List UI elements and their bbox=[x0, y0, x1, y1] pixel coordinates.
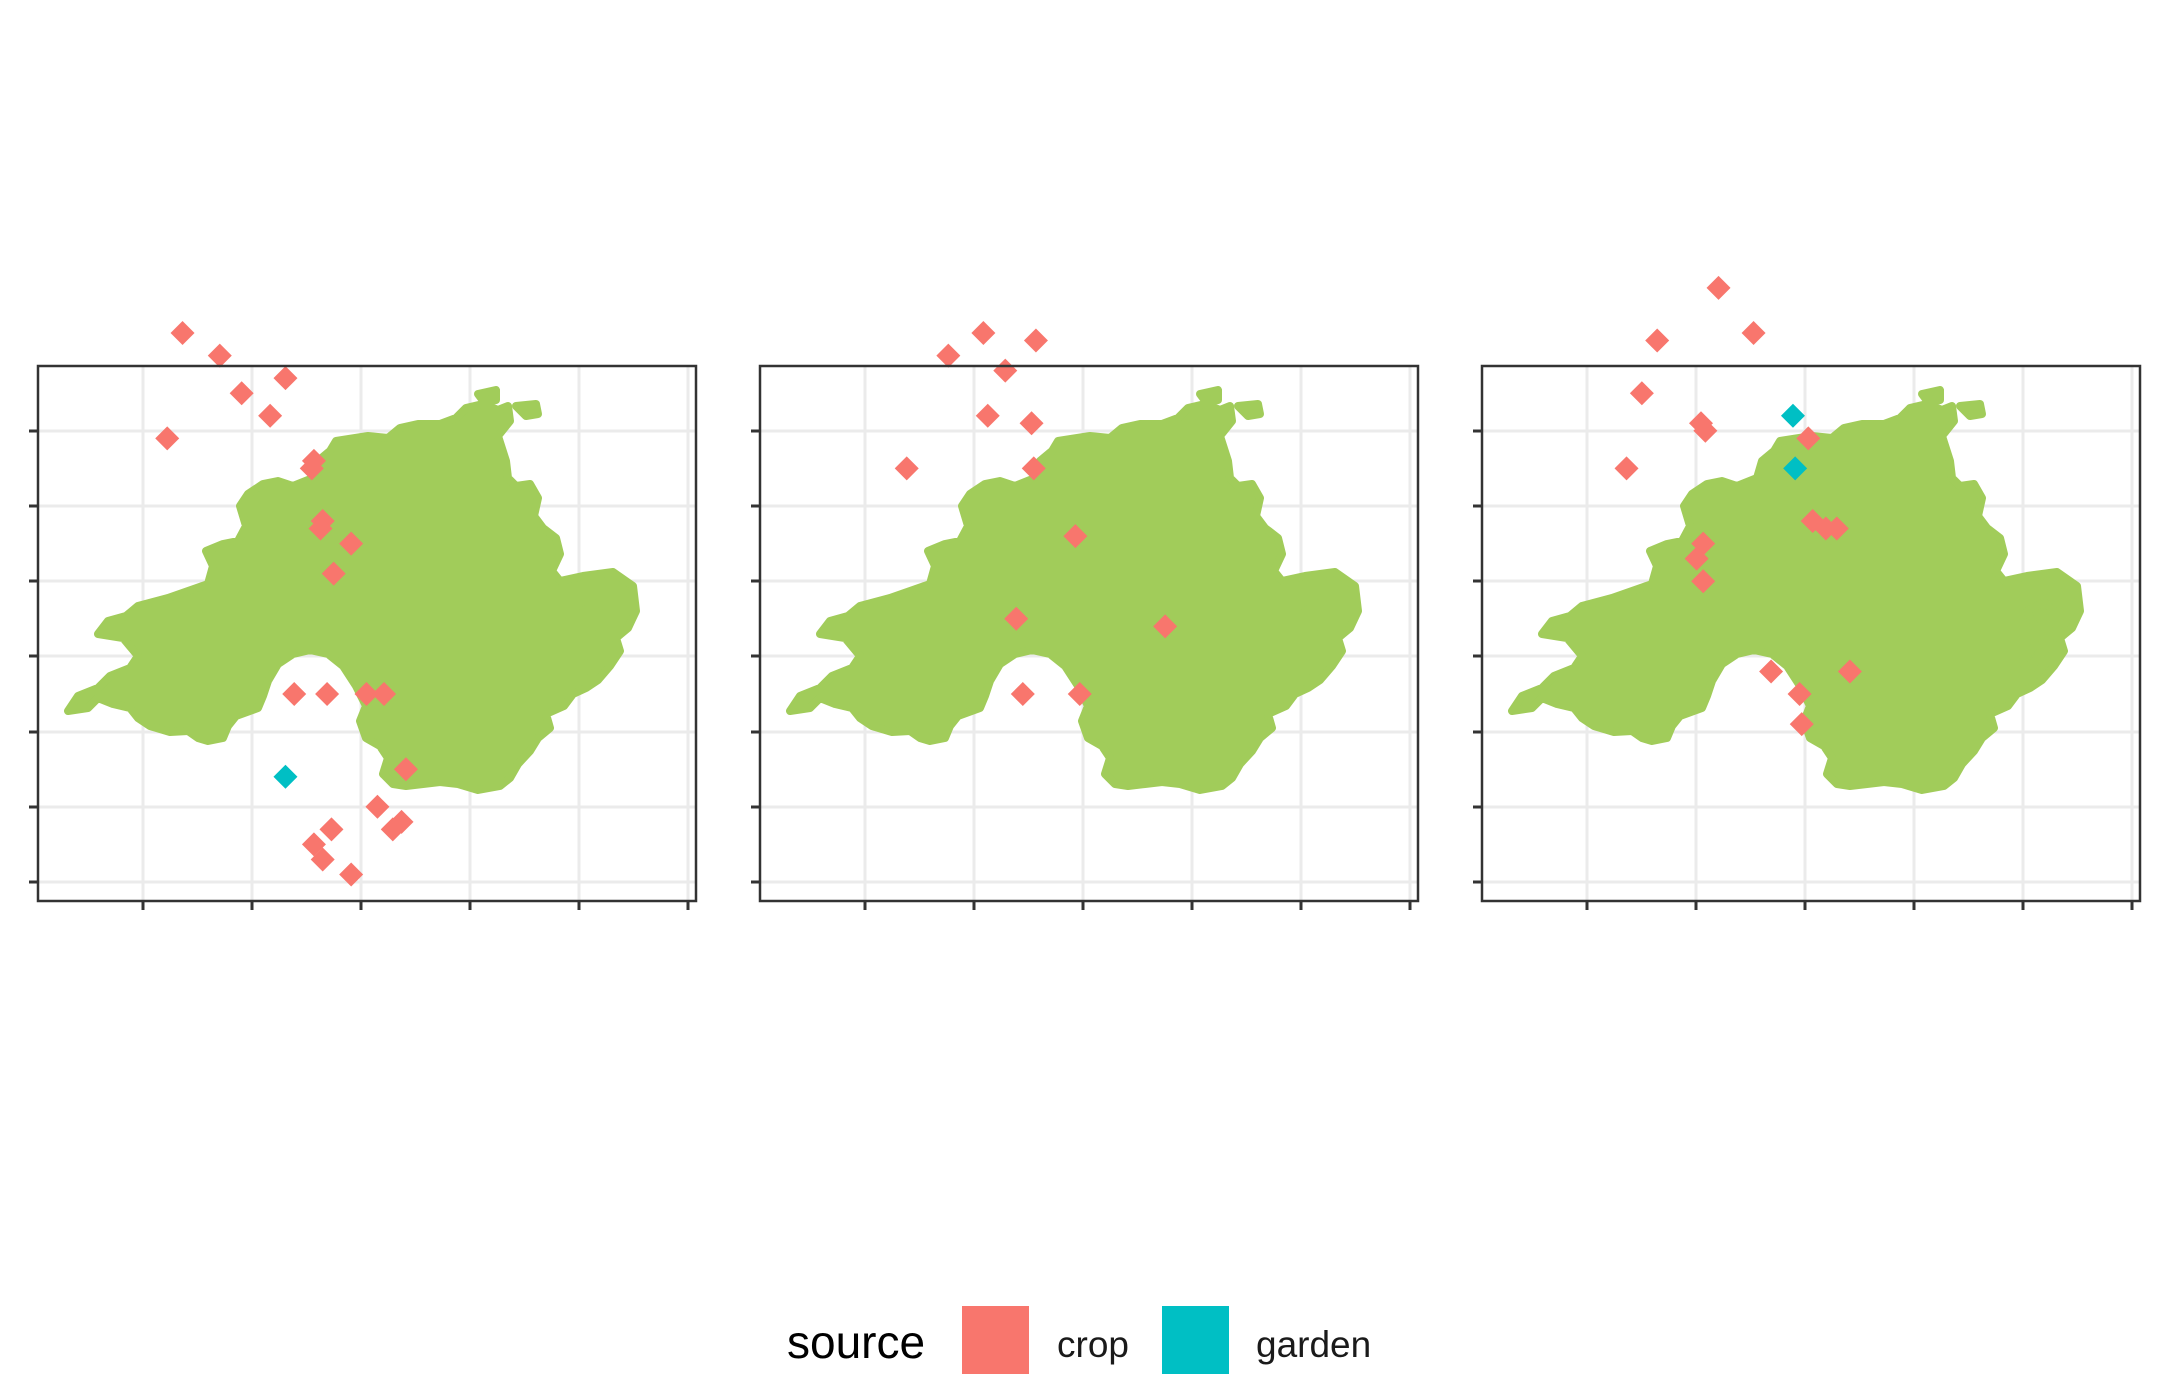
data-point-crop bbox=[975, 403, 1000, 428]
data-point-crop bbox=[1010, 682, 1035, 706]
data-point-crop bbox=[308, 516, 333, 541]
panel-axis-ticks bbox=[29, 429, 690, 910]
data-point-crop bbox=[393, 757, 418, 782]
data-point-crop bbox=[971, 321, 996, 346]
data-point-crop bbox=[372, 682, 397, 706]
data-point-crop bbox=[155, 426, 180, 451]
data-point-garden bbox=[1780, 403, 1805, 428]
data-point-crop bbox=[365, 794, 390, 819]
data-point-crop bbox=[1789, 712, 1814, 737]
legend-label-crop: crop bbox=[1057, 1324, 1129, 1365]
data-point-crop bbox=[936, 343, 961, 368]
data-point-crop bbox=[1706, 275, 1731, 300]
data-point-garden bbox=[1783, 456, 1808, 481]
data-point-crop bbox=[258, 403, 283, 428]
data-point-crop bbox=[1645, 328, 1670, 353]
data-point-crop bbox=[1824, 516, 1849, 541]
data-point-crop bbox=[1691, 569, 1716, 594]
data-point-crop bbox=[1691, 531, 1716, 556]
data-point-crop bbox=[894, 456, 919, 481]
map-panels bbox=[29, 275, 2142, 910]
data-point-crop bbox=[1741, 321, 1766, 346]
data-point-crop bbox=[315, 682, 340, 706]
data-point-crop bbox=[1787, 682, 1812, 706]
data-point-crop bbox=[1021, 456, 1046, 481]
panel-border bbox=[36, 364, 698, 903]
map-panel-1 bbox=[29, 321, 698, 910]
data-point-crop bbox=[339, 531, 364, 556]
panel-border bbox=[1480, 364, 2142, 903]
data-point-crop bbox=[1693, 418, 1718, 443]
data-point-garden bbox=[273, 764, 298, 789]
data-point-crop bbox=[229, 381, 254, 406]
data-point-crop bbox=[1004, 606, 1029, 631]
data-point-crop bbox=[1019, 411, 1044, 436]
data-point-crop bbox=[1684, 546, 1709, 571]
data-point-crop bbox=[339, 862, 364, 887]
map-panel-3 bbox=[1473, 275, 2142, 910]
data-point-crop bbox=[1023, 328, 1048, 353]
data-point-crop bbox=[354, 682, 379, 706]
data-point-crop bbox=[301, 448, 326, 473]
panel-border bbox=[758, 364, 1420, 903]
legend-label-garden: garden bbox=[1256, 1324, 1371, 1365]
legend: source crop garden bbox=[787, 1306, 1371, 1374]
panel-axis-ticks bbox=[751, 429, 1412, 910]
map-panel-2 bbox=[751, 321, 1420, 910]
panel-axis-ticks bbox=[1473, 429, 2134, 910]
data-point-crop bbox=[170, 321, 195, 346]
legend-title: source bbox=[787, 1316, 925, 1368]
data-point-crop bbox=[319, 817, 344, 842]
data-point-crop bbox=[1796, 426, 1821, 451]
legend-key-garden bbox=[1162, 1306, 1229, 1374]
data-point-crop bbox=[389, 809, 414, 834]
data-point-crop bbox=[1063, 524, 1088, 549]
data-point-crop bbox=[301, 832, 326, 857]
data-point-crop bbox=[1067, 682, 1092, 706]
data-point-crop bbox=[1153, 614, 1178, 639]
data-point-crop bbox=[1629, 381, 1654, 406]
data-point-crop bbox=[1614, 456, 1639, 481]
legend-key-crop bbox=[962, 1306, 1029, 1374]
data-point-crop bbox=[207, 343, 232, 368]
data-point-crop bbox=[1759, 659, 1784, 684]
data-point-crop bbox=[1837, 659, 1862, 684]
data-point-crop bbox=[321, 561, 346, 586]
data-point-crop bbox=[282, 682, 307, 706]
data-point-crop bbox=[993, 358, 1018, 383]
data-point-crop bbox=[273, 366, 298, 391]
data-point-crop bbox=[310, 847, 335, 872]
